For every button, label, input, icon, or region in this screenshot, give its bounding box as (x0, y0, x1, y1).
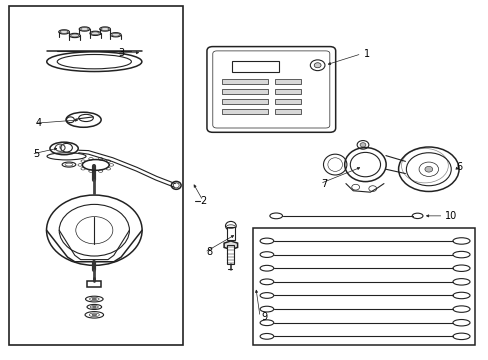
Ellipse shape (92, 306, 96, 307)
Polygon shape (224, 241, 237, 249)
Text: 10: 10 (444, 211, 456, 221)
Bar (9, 6, 182, 345)
Ellipse shape (91, 32, 99, 35)
Bar (253, 228, 474, 345)
Ellipse shape (71, 34, 79, 37)
Ellipse shape (92, 314, 97, 316)
Text: 2: 2 (200, 196, 206, 206)
Circle shape (359, 143, 365, 147)
Text: 4: 4 (35, 118, 41, 128)
Bar (221, 89, 267, 94)
Ellipse shape (60, 31, 68, 33)
Circle shape (314, 63, 321, 68)
Circle shape (424, 166, 432, 172)
Bar (221, 109, 267, 114)
Ellipse shape (81, 28, 88, 31)
Text: 9: 9 (261, 312, 267, 322)
Bar (227, 244, 234, 264)
Bar (275, 78, 300, 84)
FancyBboxPatch shape (212, 51, 329, 128)
Text: 7: 7 (321, 179, 327, 189)
Bar (221, 99, 267, 104)
Bar (232, 61, 278, 72)
Text: 1: 1 (363, 49, 369, 59)
Bar (275, 99, 300, 104)
Ellipse shape (101, 28, 109, 31)
Text: 3: 3 (118, 48, 124, 58)
Bar (87, 281, 101, 287)
Text: 8: 8 (205, 247, 212, 257)
Text: 5: 5 (33, 149, 39, 159)
Bar (226, 226, 234, 240)
Bar (275, 109, 300, 114)
Ellipse shape (92, 298, 96, 300)
FancyBboxPatch shape (206, 46, 335, 132)
Ellipse shape (112, 33, 120, 36)
Text: 6: 6 (455, 162, 461, 172)
Bar (221, 78, 267, 84)
Text: 0: 0 (58, 145, 62, 150)
Bar (275, 89, 300, 94)
